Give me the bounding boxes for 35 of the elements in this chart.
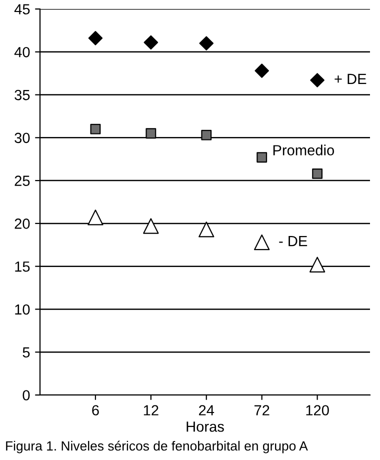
series-label: - DE	[279, 236, 308, 246]
point	[310, 73, 324, 88]
y-tick-label: 0	[22, 390, 30, 400]
series-label: + DE	[334, 74, 366, 84]
point	[312, 168, 323, 179]
series-label: Promedio	[273, 144, 334, 156]
x-tick-label: 6	[92, 405, 99, 416]
point	[256, 152, 268, 163]
point	[144, 35, 158, 50]
point	[146, 128, 156, 139]
point	[254, 234, 270, 250]
x-tick-label: 24	[199, 405, 214, 416]
point	[199, 36, 214, 50]
y-tick-label: 45	[14, 4, 30, 14]
point	[88, 31, 103, 46]
point	[198, 222, 214, 238]
x-tick-label: 12	[144, 405, 158, 416]
y-tick-label: 40	[14, 46, 30, 58]
point	[201, 130, 212, 140]
y-tick-label: 30	[14, 132, 30, 144]
y-tick-label: 15	[15, 262, 30, 272]
y-tick-label: 20	[14, 218, 30, 229]
point	[254, 64, 269, 78]
point	[88, 210, 104, 226]
y-tick-label: 35	[14, 90, 30, 100]
point	[90, 124, 101, 134]
y-tick-label: 5	[22, 347, 30, 358]
y-tick-label: 25	[14, 176, 30, 186]
point	[143, 218, 159, 234]
x-tick-label: 72	[254, 405, 270, 416]
y-tick-label: 10	[15, 304, 30, 315]
x-tick-label: 120	[306, 405, 329, 416]
text: Figura 1. Niveles séricos de fenobarbital en grupo A	[6, 440, 308, 454]
x-axis-title: Horas	[186, 422, 224, 432]
point	[309, 256, 326, 272]
